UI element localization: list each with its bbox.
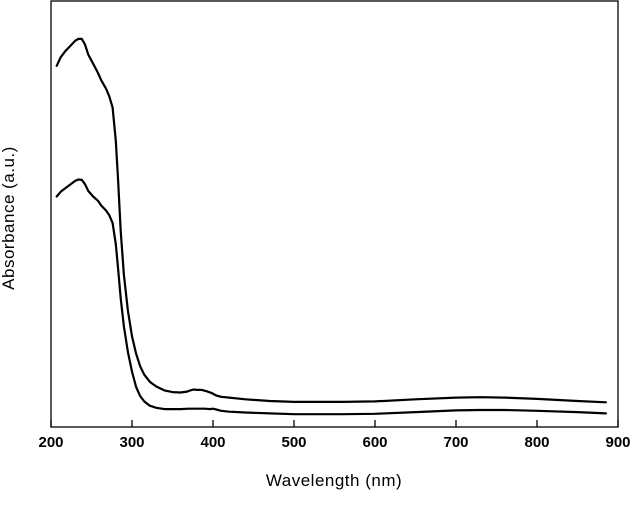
x-axis-label: Wavelength (nm) bbox=[266, 471, 402, 490]
x-axis-ticks: 200 300 400 500 600 700 800 900 bbox=[38, 420, 631, 451]
series-line-2 bbox=[55, 178, 607, 416]
x-tick-label: 700 bbox=[443, 434, 468, 451]
x-tick-label: 900 bbox=[605, 434, 630, 451]
y-axis-label: Absorbance (a.u.) bbox=[0, 146, 18, 290]
x-tick-label: 300 bbox=[119, 434, 144, 451]
x-tick-label: 800 bbox=[524, 434, 549, 451]
x-tick-label: 400 bbox=[200, 434, 225, 451]
plot-frame bbox=[50, 0, 619, 428]
x-tick-label: 600 bbox=[362, 434, 387, 451]
series-layer bbox=[55, 37, 607, 416]
x-tick-label: 500 bbox=[281, 434, 306, 451]
series-line-1 bbox=[55, 37, 607, 404]
x-tick-label: 200 bbox=[38, 434, 63, 451]
